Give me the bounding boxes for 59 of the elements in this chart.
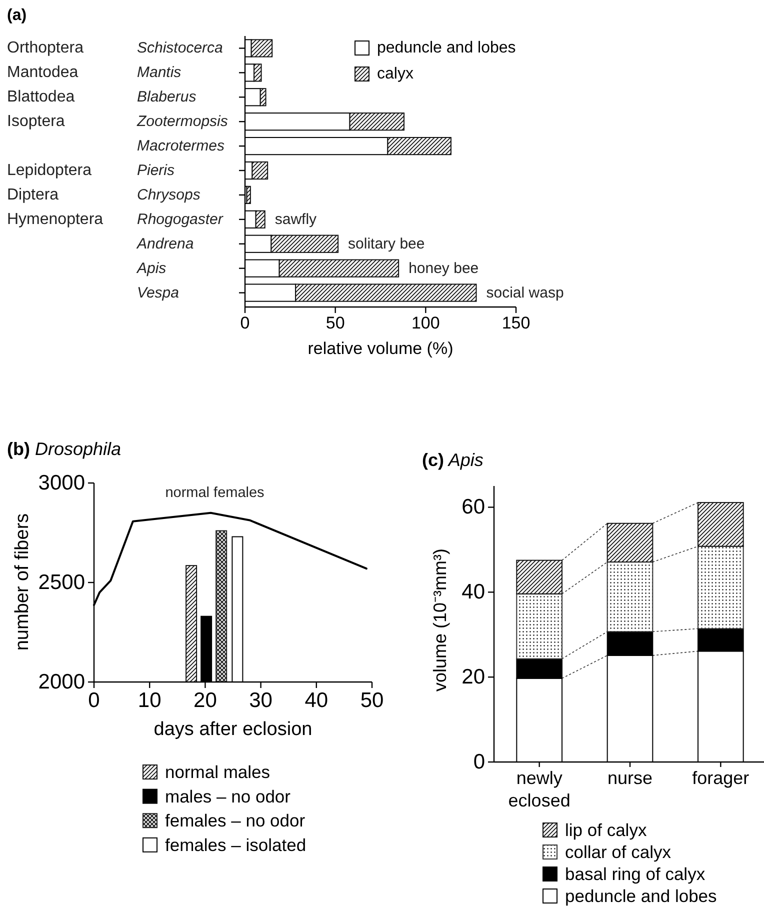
x-tick-label: 150 [502, 314, 530, 333]
y2-tick-label: Diptera [7, 186, 59, 204]
y-axis-title: number of fibers [12, 513, 33, 651]
y-tick-label: 2000 [38, 670, 85, 694]
legend-label: collar of calyx [565, 842, 672, 862]
y-tick-label: 60 [462, 496, 485, 519]
y-tick-label: Zootermopsis [136, 113, 228, 130]
legend-label: peduncle and lobes [565, 886, 718, 906]
y-tick-label: Andrena [136, 235, 194, 252]
y-tick-label: Blaberus [137, 88, 197, 106]
x-axis-title: days after eclosion [154, 719, 312, 740]
x-tick-label: 50 [360, 688, 384, 712]
legend-label: females – no odor [165, 810, 306, 831]
legend-label: females – isolated [165, 834, 306, 855]
x-axis-title: relative volume (%) [308, 339, 454, 358]
y-tick-label: Schistocerca [137, 40, 223, 57]
y-tick-label: 40 [462, 580, 485, 604]
legend-label: peduncle and lobes [377, 40, 516, 56]
x-tick-label: forager [692, 768, 750, 788]
y-tick-label: Apis [136, 260, 167, 277]
x-tick-label: 0 [88, 688, 100, 712]
y-tick-label: 0 [473, 750, 485, 774]
x-tick-label: 50 [326, 314, 345, 333]
y2-tick-label: Blattodea [7, 88, 75, 106]
y-tick-label: 3000 [38, 472, 85, 494]
y2-tick-label: Hymenoptera [7, 210, 104, 228]
y2-tick-label: Lepidoptera [7, 162, 92, 179]
x-tick-label: nurse [607, 768, 653, 788]
series-label: normal females [165, 484, 264, 501]
y-tick-label: 20 [462, 666, 485, 689]
y-tick-label: Chrysops [137, 186, 201, 204]
x-tick-label: 0 [240, 314, 250, 333]
y-tick-label: Macrotermes [137, 138, 226, 155]
legend-label: normal males [165, 762, 270, 782]
y-tick-label: Rhogogaster [137, 210, 224, 228]
y-tick-label: Pieris [137, 162, 176, 179]
chart-title: (c) Apis [422, 450, 484, 470]
x-tick-label: newly eclosed [508, 768, 570, 811]
annotation: social wasp [486, 284, 564, 302]
y2-tick-label: Isoptera [7, 113, 65, 130]
legend-label: basal ring of calyx [565, 864, 706, 884]
y-tick-label: 2500 [38, 571, 85, 594]
y2-tick-label: Mantodea [7, 64, 78, 82]
x-tick-label: 100 [411, 314, 440, 333]
y-axis-title: volume (10⁻³mm³) [430, 548, 450, 692]
legend-label: males – no odor [165, 786, 291, 806]
x-tick-label: 30 [249, 688, 272, 712]
x-tick-label: 10 [138, 688, 162, 712]
legend-label: calyx [377, 66, 414, 82]
chart-title: (b) Drosophila [7, 439, 122, 459]
annotation: honey bee [408, 260, 479, 277]
y2-tick-label: Orthoptera [7, 40, 84, 57]
x-tick-label: 40 [304, 688, 328, 712]
text: (a) [7, 7, 27, 24]
y-tick-label: Mantis [137, 64, 182, 82]
annotation: solitary bee [348, 235, 425, 252]
y-tick-label: Vespa [137, 284, 179, 302]
annotation: sawfly [274, 210, 318, 228]
legend-label: lip of calyx [565, 820, 647, 840]
